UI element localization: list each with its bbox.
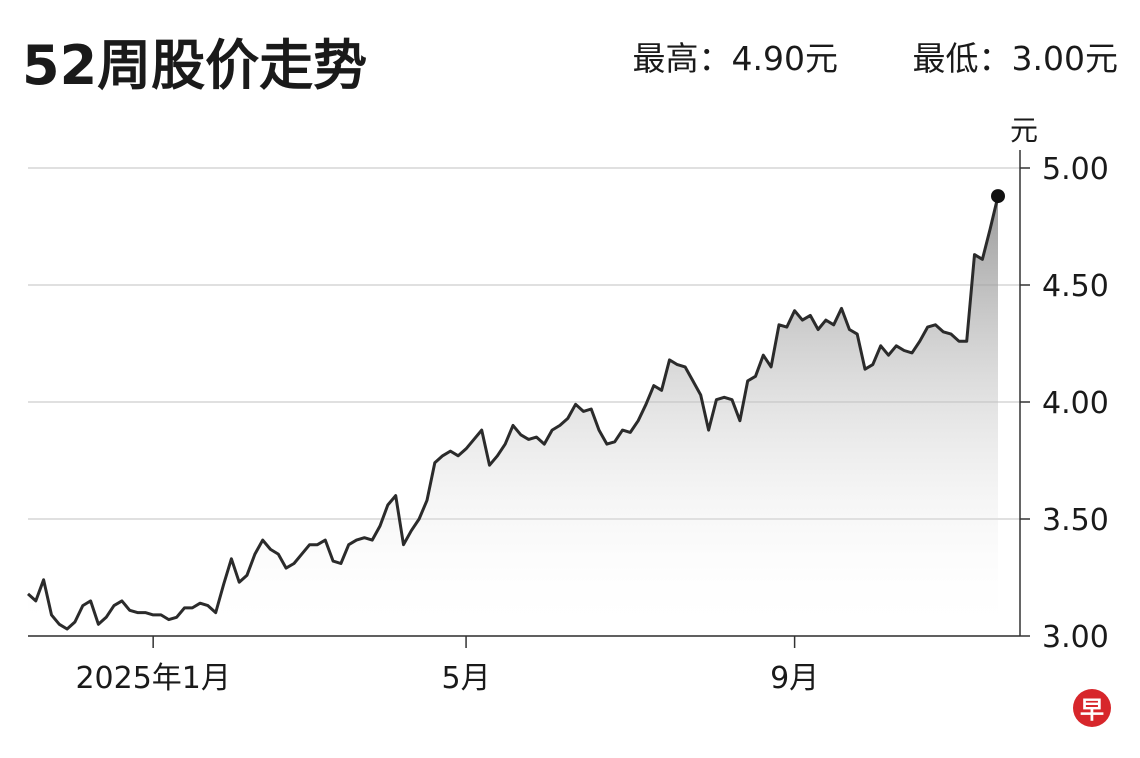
y-tick-label: 3.00 [1042, 620, 1109, 655]
x-tick-label: 2025年1月 [75, 661, 230, 696]
logo: 早 [1080, 696, 1104, 724]
y-tick-label: 4.50 [1042, 269, 1109, 304]
y-tick-label: 4.00 [1042, 386, 1109, 421]
area-fill [28, 196, 998, 636]
y-tick-label: 3.50 [1042, 503, 1109, 538]
logo-circle [1073, 689, 1111, 727]
low-label: 最低：3.00元 [913, 39, 1118, 78]
x-tick-label: 9月 [770, 661, 819, 696]
x-tick-label: 5月 [442, 661, 491, 696]
last-point [991, 189, 1005, 204]
chart-title: 52周股价走势 [22, 34, 367, 97]
unit-label: 元 [1010, 114, 1038, 147]
price-line [26, 195, 1000, 631]
high-label: 最高：4.90元 [633, 39, 838, 78]
y-tick-label: 5.00 [1042, 152, 1109, 187]
